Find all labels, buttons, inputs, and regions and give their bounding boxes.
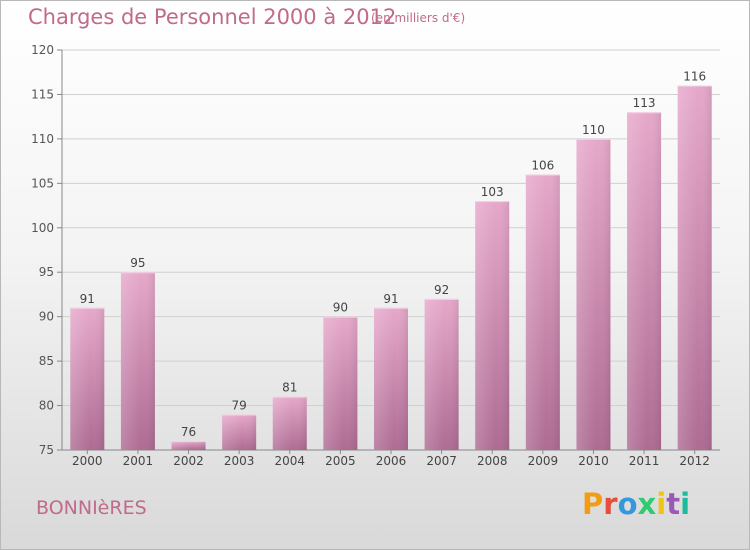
bar-shade (70, 307, 105, 450)
y-tick-label: 120 (31, 43, 54, 57)
logo-letter: x (637, 487, 657, 521)
logo-letter: i (656, 487, 667, 521)
data-label: 79 (232, 398, 247, 412)
chart-subtitle: (en milliers d'€) (371, 11, 466, 25)
chart-title: Charges de Personnel 2000 à 2012 (28, 5, 397, 29)
data-label: 81 (282, 381, 297, 395)
x-tick-label: 2001 (123, 454, 154, 468)
bar-shade (120, 272, 155, 450)
y-tick-label: 95 (39, 265, 54, 279)
x-tick-label: 2010 (578, 454, 609, 468)
bar-shade (171, 441, 206, 450)
y-tick-label: 100 (31, 221, 54, 235)
data-label: 90 (333, 301, 348, 315)
data-label: 103 (481, 185, 504, 199)
y-tick-label: 80 (39, 399, 54, 413)
y-tick-label: 105 (31, 176, 54, 190)
logo-letter: o (617, 487, 638, 521)
data-label: 113 (633, 96, 656, 110)
logo-letter: r (603, 487, 618, 521)
data-label: 110 (582, 123, 605, 137)
x-tick-label: 2011 (629, 454, 660, 468)
label-layer: 91 2000 95 2001 76 2002 79 2003 81 2004 90 2005 91 20… (72, 70, 710, 468)
logo-letter: t (666, 487, 681, 521)
bar-shade (576, 138, 611, 450)
data-label: 76 (181, 425, 196, 439)
bar-shade (475, 201, 510, 450)
bar-shade (677, 85, 712, 451)
data-label: 95 (130, 256, 145, 270)
y-tick-label: 85 (39, 354, 54, 368)
bar-shade (424, 298, 459, 450)
y-tick-label: 90 (39, 310, 54, 324)
logo-letter: i (680, 487, 691, 521)
x-tick-label: 2012 (679, 454, 710, 468)
data-label: 92 (434, 283, 449, 297)
bar-layer (70, 85, 712, 451)
bar-shade (627, 112, 662, 450)
bar-shade (525, 174, 560, 450)
x-tick-label: 2003 (224, 454, 255, 468)
y-tick-label: 75 (39, 443, 54, 457)
y-tick-label: 115 (31, 87, 54, 101)
logo-letter: P (582, 487, 604, 521)
y-tick-label: 110 (31, 132, 54, 146)
x-tick-label: 2009 (528, 454, 559, 468)
data-label: 91 (383, 292, 398, 306)
bar-shade (374, 307, 408, 450)
data-label: 91 (80, 292, 95, 306)
x-tick-label: 2006 (376, 454, 407, 468)
x-tick-label: 2004 (274, 454, 305, 468)
town-name: BONNIèRES (36, 497, 147, 519)
x-tick-label: 2000 (72, 454, 103, 468)
x-tick-label: 2005 (325, 454, 356, 468)
proxiti-logo: Proxiti (582, 487, 690, 521)
x-tick-label: 2008 (477, 454, 508, 468)
data-label: 116 (683, 70, 706, 84)
bar-shade (272, 396, 307, 450)
bar-shade (323, 316, 358, 450)
x-tick-label: 2007 (426, 454, 457, 468)
bar-shade (222, 414, 257, 450)
data-label: 106 (531, 158, 554, 172)
x-tick-label: 2002 (173, 454, 204, 468)
